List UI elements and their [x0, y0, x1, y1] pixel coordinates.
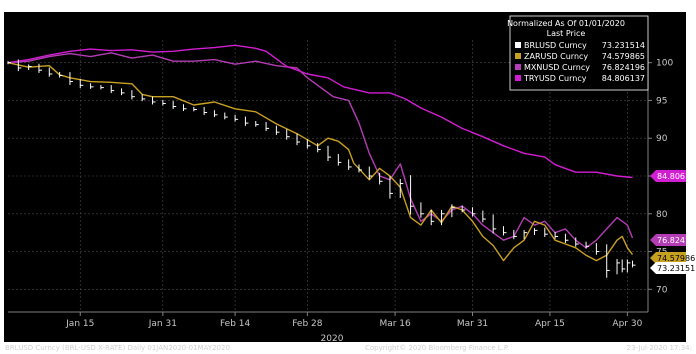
legend-background: [509, 15, 649, 91]
legend-swatch-tryusd-curncy: [515, 75, 521, 81]
series-group: [7, 44, 636, 278]
legend-subtitle: Last Price: [547, 29, 586, 38]
x-tick-label: Jan 31: [148, 319, 177, 329]
y-tick-label: 95: [656, 96, 667, 106]
price-tag-label-brlusd-curncy: 73.23151: [657, 264, 695, 273]
footer-source: BRLUSD Curncy (BRL-USD X-RATE) Daily 01J…: [5, 344, 230, 352]
series-line-zarusd-curncy: [7, 62, 634, 262]
x-tick-label: Jan 15: [65, 319, 94, 329]
series-line-tryusd-curncy: [7, 44, 633, 179]
footer: BRLUSD Curncy (BRL-USD X-RATE) Daily 01J…: [5, 344, 692, 352]
legend-swatch-brlusd-curncy: [515, 42, 521, 48]
price-tag-tryusd-curncy: [650, 170, 686, 182]
legend-label-mxnusd-curncy: MXNUSD Curncy: [524, 63, 590, 72]
y-tick-label: 80: [656, 210, 668, 220]
legend-value-brlusd-curncy: 73.231514: [602, 41, 645, 50]
legend-value-zarusd-curncy: 74.579865: [602, 52, 645, 61]
legend-title: Normalized As Of 01/01/2020: [507, 19, 625, 28]
legend: Normalized As Of 01/01/2020 Last Price B…: [507, 15, 649, 91]
legend-value-tryusd-curncy: 84.806137: [602, 74, 645, 83]
x-tick-label: Feb 28: [292, 319, 323, 329]
x-year-label: 2020: [321, 334, 344, 344]
y-tick-label: 90: [656, 134, 668, 144]
footer-timestamp: 23-Jul-2020 17:34:: [627, 344, 692, 352]
x-tick-label: Apr 30: [612, 319, 642, 329]
price-tag-label-tryusd-curncy: 84.80613: [657, 172, 695, 181]
price-tag-zarusd-curncy: [650, 252, 686, 264]
price-tag-label-mxnusd-curncy: 76.82419: [657, 236, 695, 245]
y-tick-label: 100: [656, 59, 673, 69]
legend-value-mxnusd-curncy: 76.824196: [602, 63, 645, 72]
grid-lines: [8, 40, 648, 312]
price-tag-mxnusd-curncy: [650, 234, 686, 246]
legend-label-zarusd-curncy: ZARUSD Curncy: [524, 52, 588, 61]
x-tick-label: Mar 16: [379, 319, 411, 329]
price-tag-label-zarusd-curncy: 74.57986: [657, 254, 695, 263]
y-tick-label: 70: [656, 285, 668, 295]
x-tick-label: Apr 15: [535, 319, 565, 329]
footer-copyright: Copyright© 2020 Bloomberg Finance L.P.: [365, 344, 509, 352]
legend-swatch-mxnusd-curncy: [515, 64, 521, 70]
legend-label-brlusd-curncy: BRLUSD Curncy: [524, 41, 587, 50]
x-tick-label: Feb 14: [220, 319, 251, 329]
price-tag-brlusd-curncy: [650, 262, 686, 274]
series-brlusd-curncy: [7, 59, 636, 278]
legend-label-tryusd-curncy: TRYUSD Curncy: [523, 74, 587, 83]
x-tick-label: Mar 31: [457, 319, 488, 329]
series-line-mxnusd-curncy: [7, 52, 634, 249]
legend-entries: BRLUSD Curncy 73.231514 ZARUSD Curncy 74.57…: [515, 41, 645, 83]
legend-swatch-zarusd-curncy: [515, 53, 521, 59]
